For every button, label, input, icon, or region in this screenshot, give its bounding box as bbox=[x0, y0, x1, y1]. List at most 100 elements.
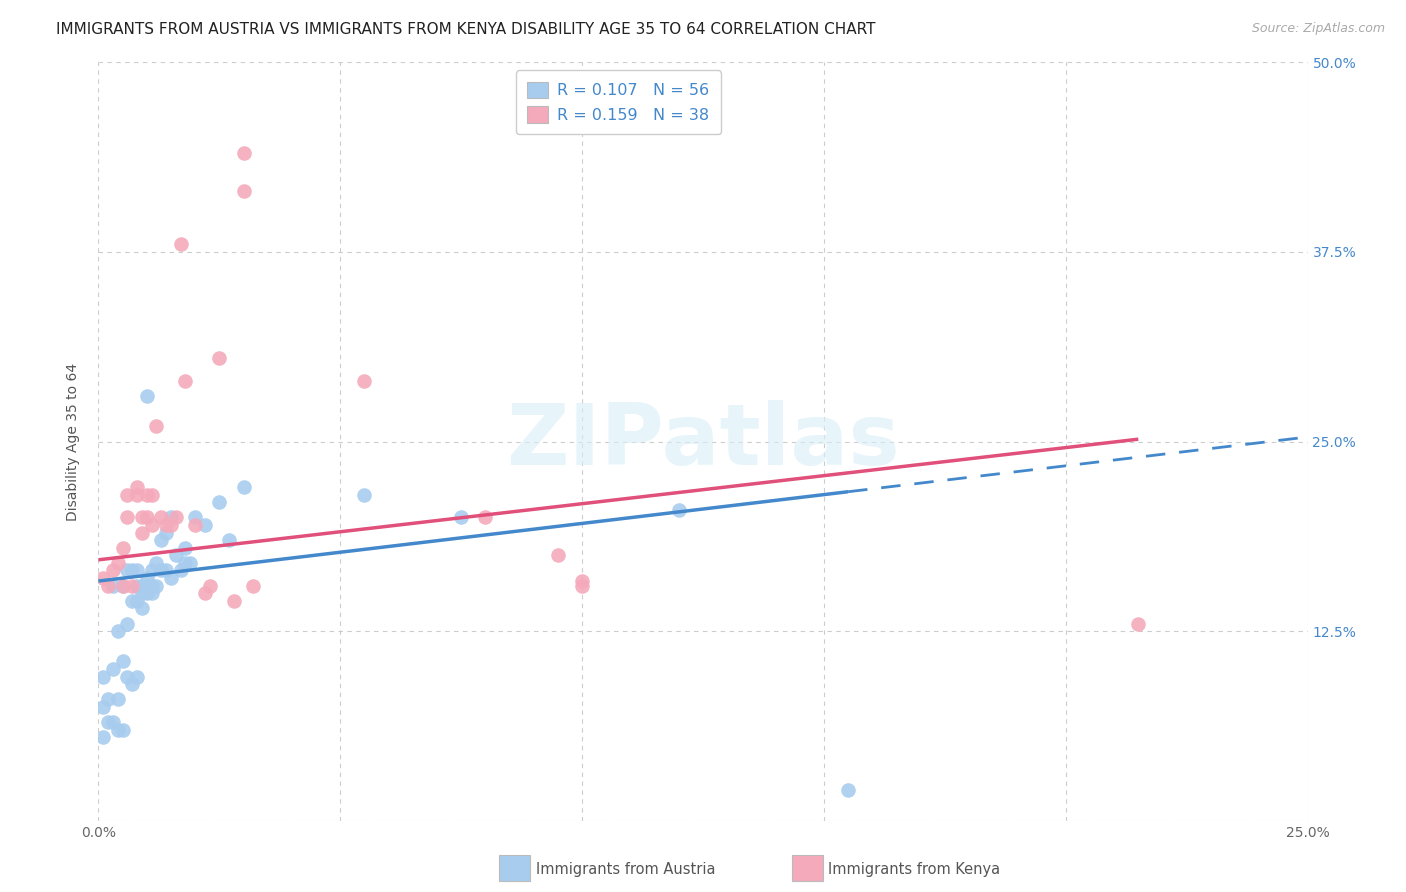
Point bbox=[169, 564, 191, 578]
Point bbox=[208, 351, 231, 366]
Point bbox=[101, 579, 124, 593]
Point bbox=[571, 574, 593, 588]
Point bbox=[547, 548, 569, 563]
Point bbox=[107, 624, 129, 639]
Point bbox=[668, 503, 690, 517]
Point bbox=[571, 579, 593, 593]
Point bbox=[450, 510, 472, 524]
Point bbox=[353, 487, 375, 501]
Point bbox=[117, 510, 139, 524]
Point bbox=[174, 556, 197, 570]
Point bbox=[97, 692, 120, 706]
Point bbox=[117, 616, 139, 631]
Point bbox=[169, 237, 191, 252]
Point bbox=[117, 564, 139, 578]
Point bbox=[131, 510, 153, 524]
Point bbox=[353, 374, 375, 388]
Text: ZIPatlas: ZIPatlas bbox=[506, 400, 900, 483]
Point bbox=[111, 541, 134, 555]
Text: Immigrants from Kenya: Immigrants from Kenya bbox=[828, 863, 1000, 877]
Point bbox=[135, 487, 157, 501]
Point bbox=[837, 783, 859, 797]
Point bbox=[131, 601, 153, 615]
Point bbox=[117, 487, 139, 501]
Point bbox=[145, 579, 167, 593]
Point bbox=[101, 564, 124, 578]
Point bbox=[174, 374, 197, 388]
Point bbox=[91, 699, 114, 714]
Point bbox=[111, 579, 134, 593]
Point bbox=[150, 564, 173, 578]
Point bbox=[474, 510, 496, 524]
Point bbox=[101, 662, 124, 676]
Point bbox=[135, 586, 157, 600]
Point bbox=[160, 517, 183, 532]
Point bbox=[111, 655, 134, 669]
Point bbox=[121, 677, 143, 691]
Point bbox=[160, 510, 183, 524]
Point bbox=[165, 548, 187, 563]
Point bbox=[184, 517, 207, 532]
Legend: R = 0.107   N = 56, R = 0.159   N = 38: R = 0.107 N = 56, R = 0.159 N = 38 bbox=[516, 70, 721, 134]
Point bbox=[107, 692, 129, 706]
Point bbox=[127, 594, 149, 608]
Point bbox=[218, 533, 240, 548]
Point bbox=[232, 480, 254, 494]
Point bbox=[135, 389, 157, 403]
Point bbox=[141, 579, 163, 593]
Point bbox=[127, 480, 149, 494]
Point bbox=[141, 487, 163, 501]
Point bbox=[232, 146, 254, 161]
Point bbox=[141, 564, 163, 578]
Point bbox=[145, 556, 167, 570]
Point bbox=[91, 669, 114, 683]
Point bbox=[174, 541, 197, 555]
Point bbox=[91, 571, 114, 585]
Point bbox=[135, 510, 157, 524]
Point bbox=[160, 571, 183, 585]
Point bbox=[131, 579, 153, 593]
Point bbox=[194, 586, 217, 600]
Point bbox=[131, 586, 153, 600]
Point bbox=[150, 510, 173, 524]
Y-axis label: Disability Age 35 to 64: Disability Age 35 to 64 bbox=[66, 362, 80, 521]
Point bbox=[1128, 616, 1150, 631]
Point bbox=[198, 579, 221, 593]
Point bbox=[222, 594, 245, 608]
Point bbox=[97, 715, 120, 730]
Text: Immigrants from Austria: Immigrants from Austria bbox=[536, 863, 716, 877]
Point bbox=[232, 184, 254, 198]
Point bbox=[111, 723, 134, 737]
Point bbox=[155, 564, 177, 578]
Point bbox=[97, 579, 120, 593]
Point bbox=[179, 556, 201, 570]
Point bbox=[155, 517, 177, 532]
Point bbox=[141, 586, 163, 600]
Point bbox=[107, 556, 129, 570]
Point bbox=[101, 715, 124, 730]
Point bbox=[135, 579, 157, 593]
Point bbox=[141, 517, 163, 532]
Point bbox=[91, 730, 114, 744]
Point bbox=[184, 510, 207, 524]
Point bbox=[127, 669, 149, 683]
Point bbox=[107, 723, 129, 737]
Point bbox=[145, 419, 167, 434]
Point bbox=[155, 525, 177, 540]
Point bbox=[242, 579, 264, 593]
Text: Source: ZipAtlas.com: Source: ZipAtlas.com bbox=[1251, 22, 1385, 36]
Text: IMMIGRANTS FROM AUSTRIA VS IMMIGRANTS FROM KENYA DISABILITY AGE 35 TO 64 CORRELA: IMMIGRANTS FROM AUSTRIA VS IMMIGRANTS FR… bbox=[56, 22, 876, 37]
Point bbox=[121, 579, 143, 593]
Point bbox=[127, 564, 149, 578]
Point bbox=[208, 495, 231, 509]
Point bbox=[111, 579, 134, 593]
Point bbox=[194, 517, 217, 532]
Point bbox=[131, 525, 153, 540]
Point bbox=[121, 594, 143, 608]
Point bbox=[121, 564, 143, 578]
Point bbox=[150, 533, 173, 548]
Point bbox=[127, 579, 149, 593]
Point bbox=[127, 487, 149, 501]
Point bbox=[117, 669, 139, 683]
Point bbox=[135, 571, 157, 585]
